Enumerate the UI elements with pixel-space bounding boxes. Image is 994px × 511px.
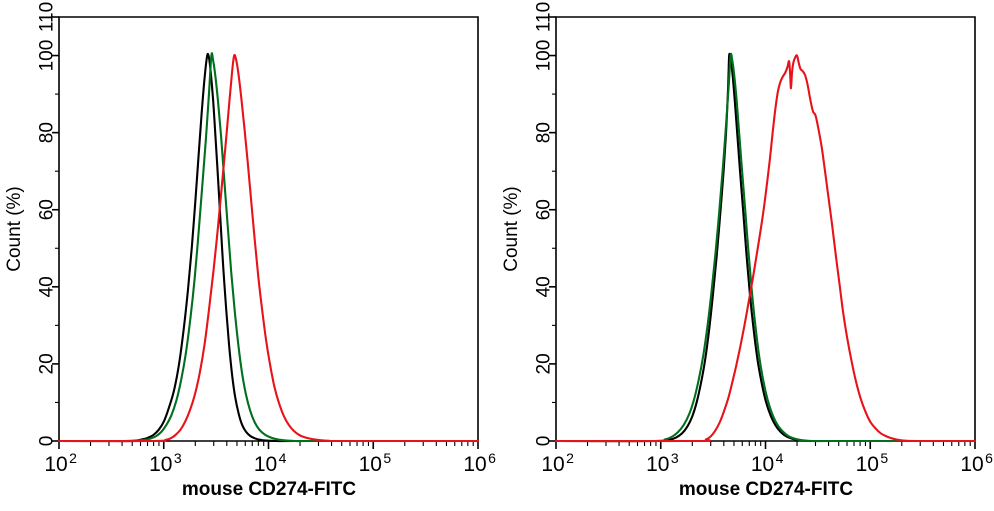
svg-text:5: 5 xyxy=(383,450,391,466)
svg-text:6: 6 xyxy=(985,450,993,466)
svg-text:10: 10 xyxy=(254,453,277,476)
x-tick-label: 10 2 xyxy=(541,450,574,476)
x-axis-title-right: mouse CD274-FITC xyxy=(679,479,853,500)
x-tick-label: 10 5 xyxy=(856,450,889,476)
y-tick-label: 60 xyxy=(37,199,58,220)
svg-text:10: 10 xyxy=(646,453,669,476)
histogram-panel-right: 0 20 40 60 80 100 110 10 2 10 3 10 4 10 5 10 6 mouse CD… xyxy=(497,0,994,511)
x-tick-label: 10 4 xyxy=(751,450,784,476)
x-tick-label: 10 3 xyxy=(646,450,679,476)
y-tick-label: 20 xyxy=(37,353,58,374)
histogram-curve-red xyxy=(554,54,977,443)
x-tick-label: 10 5 xyxy=(359,450,392,476)
svg-text:3: 3 xyxy=(174,450,182,466)
x-tick-label: 10 6 xyxy=(463,450,496,476)
y-tick-label: 20 xyxy=(534,353,555,374)
y-tick-label: 100 xyxy=(534,40,555,72)
svg-text:10: 10 xyxy=(960,453,983,476)
svg-text:10: 10 xyxy=(44,453,67,476)
histogram-curve-black xyxy=(57,52,480,443)
y-axis-title-left: Count (%) xyxy=(4,186,25,272)
y-axis-title-right: Count (%) xyxy=(501,186,522,272)
svg-text:5: 5 xyxy=(880,450,888,466)
svg-text:10: 10 xyxy=(541,453,564,476)
histogram-curves-left xyxy=(57,52,480,443)
axis-ticks-left xyxy=(52,16,479,449)
x-axis-title-left: mouse CD274-FITC xyxy=(182,479,356,500)
y-tick-label: 0 xyxy=(37,436,58,447)
histogram-curve-red xyxy=(57,53,480,443)
histogram-curve-black xyxy=(554,52,977,443)
svg-text:4: 4 xyxy=(279,450,287,466)
histogram-curve-green xyxy=(554,52,977,443)
y-tick-labels-right: 0 20 40 60 80 100 110 xyxy=(534,2,555,446)
y-tick-label: 80 xyxy=(534,122,555,143)
histogram-curve-green xyxy=(57,52,480,443)
y-tick-label: 60 xyxy=(534,199,555,220)
svg-text:2: 2 xyxy=(69,450,77,466)
y-tick-label: 110 xyxy=(534,2,555,32)
y-tick-label: 80 xyxy=(37,122,58,143)
y-tick-label: 100 xyxy=(37,40,58,72)
histogram-panel-left: 0 20 40 60 80 100 110 10 2 10 3 10 4 10 5 10 6 mouse CD… xyxy=(4,2,496,500)
x-tick-labels-right: 10 2 10 3 10 4 10 5 10 6 xyxy=(541,450,993,476)
svg-text:10: 10 xyxy=(463,453,486,476)
svg-text:10: 10 xyxy=(856,453,879,476)
y-tick-label: 40 xyxy=(534,276,555,297)
svg-text:2: 2 xyxy=(566,450,574,466)
y-tick-label: 110 xyxy=(37,2,58,32)
svg-text:10: 10 xyxy=(359,453,382,476)
svg-text:3: 3 xyxy=(671,450,679,466)
plot-frame-right xyxy=(555,16,976,442)
svg-text:4: 4 xyxy=(776,450,784,466)
svg-text:6: 6 xyxy=(488,450,496,466)
x-tick-label: 10 6 xyxy=(960,450,993,476)
x-tick-labels-left: 10 2 10 3 10 4 10 5 10 6 xyxy=(44,450,496,476)
svg-text:10: 10 xyxy=(751,453,774,476)
x-tick-label: 10 4 xyxy=(254,450,287,476)
y-tick-label: 0 xyxy=(534,436,555,447)
histogram-curves-right xyxy=(554,52,977,443)
x-tick-label: 10 3 xyxy=(149,450,182,476)
x-tick-label: 10 2 xyxy=(44,450,77,476)
plot-frame-left xyxy=(58,16,479,442)
svg-text:10: 10 xyxy=(149,453,172,476)
y-tick-labels-left: 0 20 40 60 80 100 110 xyxy=(37,2,58,446)
y-tick-label: 40 xyxy=(37,276,58,297)
